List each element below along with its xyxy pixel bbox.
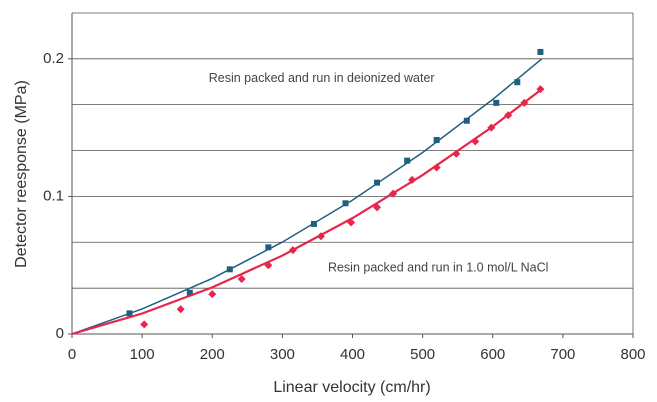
x-tick-label: 500	[410, 346, 435, 363]
x-tick-label: 300	[270, 346, 295, 363]
x-tick-label: 200	[200, 346, 225, 363]
y-tick-label: 0.1	[43, 187, 64, 204]
data-point	[176, 305, 185, 314]
x-tick-label: 0	[68, 346, 76, 363]
y-tick-label: 0	[56, 325, 64, 342]
x-tick-label: 700	[550, 346, 575, 363]
data-point	[404, 157, 411, 164]
x-tick-label: 600	[480, 346, 505, 363]
fit-curve	[71, 88, 543, 336]
x-tick-label: 400	[340, 346, 365, 363]
data-point	[342, 200, 349, 207]
y-axis-title: Detector reesponse (MPa)	[13, 80, 30, 268]
data-point	[493, 99, 500, 106]
data-point	[208, 290, 217, 299]
data-point	[433, 136, 440, 143]
data-point	[237, 274, 246, 283]
data-point	[186, 289, 193, 296]
data-point	[537, 48, 544, 55]
data-point	[463, 117, 470, 124]
y-tick-label: 0.2	[43, 50, 64, 67]
data-point	[452, 149, 461, 158]
x-tick-label: 800	[620, 346, 645, 363]
fit-curve	[71, 58, 543, 335]
data-point	[514, 79, 521, 86]
annotation: Resin packed and run in deionized water	[209, 71, 435, 85]
data-point	[265, 244, 272, 251]
x-tick-label: 100	[130, 346, 155, 363]
annotation: Resin packed and run in 1.0 mol/L NaCl	[328, 260, 549, 274]
x-axis-title: Linear velocity (cm/hr)	[273, 379, 430, 396]
data-point	[140, 320, 149, 329]
